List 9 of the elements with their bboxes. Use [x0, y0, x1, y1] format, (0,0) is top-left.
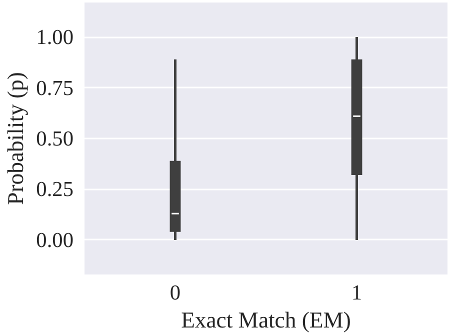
x-tick-label: 1 — [351, 280, 362, 304]
y-tick-label: 0.25 — [36, 177, 74, 202]
y-tick-label: 0.75 — [36, 76, 74, 100]
y-tick-label: 0.50 — [36, 126, 74, 150]
y-tick-label: 0.00 — [36, 228, 74, 252]
y-tick-label: 1.00 — [36, 25, 74, 50]
y-axis-title: Probability (p) — [3, 72, 28, 205]
x-tick-label: 0 — [170, 280, 181, 304]
x-axis-title: Exact Match (EM) — [181, 308, 351, 332]
